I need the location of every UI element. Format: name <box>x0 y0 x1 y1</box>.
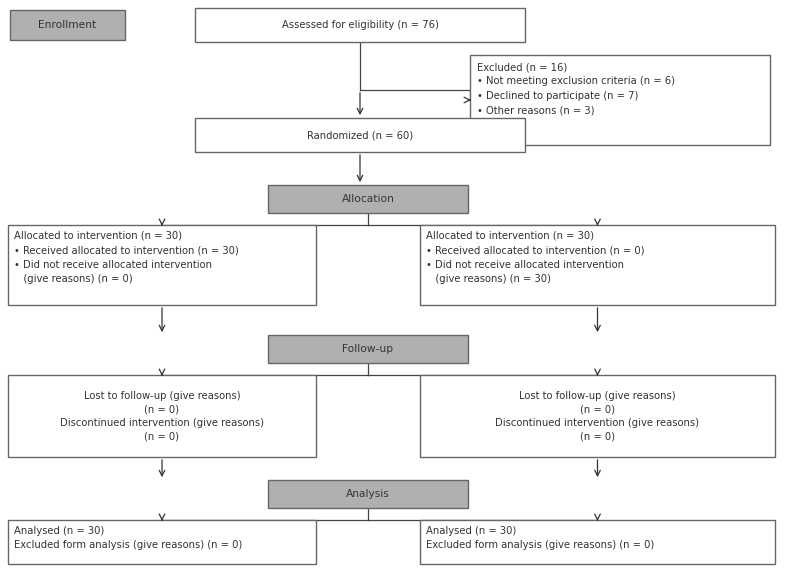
Bar <box>268 480 468 508</box>
Text: Enrollment: Enrollment <box>39 20 97 30</box>
Bar <box>8 520 316 564</box>
Bar <box>268 335 468 363</box>
Bar <box>268 185 468 213</box>
Bar <box>195 118 525 152</box>
Bar <box>420 520 775 564</box>
Text: Analysed (n = 30)
Excluded form analysis (give reasons) (n = 0): Analysed (n = 30) Excluded form analysis… <box>426 526 654 550</box>
Bar <box>195 8 525 42</box>
Text: Allocated to intervention (n = 30)
• Received allocated to intervention (n = 30): Allocated to intervention (n = 30) • Rec… <box>14 231 239 284</box>
Text: Excluded (n = 16)
• Not meeting exclusion criteria (n = 6)
• Declined to partici: Excluded (n = 16) • Not meeting exclusio… <box>477 62 675 115</box>
Bar <box>420 375 775 457</box>
Bar <box>420 225 775 305</box>
Bar <box>8 225 316 305</box>
Text: Lost to follow-up (give reasons)
(n = 0)
Discontinued intervention (give reasons: Lost to follow-up (give reasons) (n = 0)… <box>496 391 700 442</box>
Text: Randomized (n = 60): Randomized (n = 60) <box>307 130 413 140</box>
Text: Allocated to intervention (n = 30)
• Received allocated to intervention (n = 0)
: Allocated to intervention (n = 30) • Rec… <box>426 231 645 284</box>
Text: Analysed (n = 30)
Excluded form analysis (give reasons) (n = 0): Analysed (n = 30) Excluded form analysis… <box>14 526 242 550</box>
Bar <box>470 55 770 145</box>
Bar <box>10 10 125 40</box>
Text: Analysis: Analysis <box>346 489 390 499</box>
Text: Follow-up: Follow-up <box>343 344 393 354</box>
Text: Allocation: Allocation <box>341 194 395 204</box>
Text: Lost to follow-up (give reasons)
(n = 0)
Discontinued intervention (give reasons: Lost to follow-up (give reasons) (n = 0)… <box>60 391 264 442</box>
Text: Assessed for eligibility (n = 76): Assessed for eligibility (n = 76) <box>281 20 438 30</box>
Bar <box>8 375 316 457</box>
